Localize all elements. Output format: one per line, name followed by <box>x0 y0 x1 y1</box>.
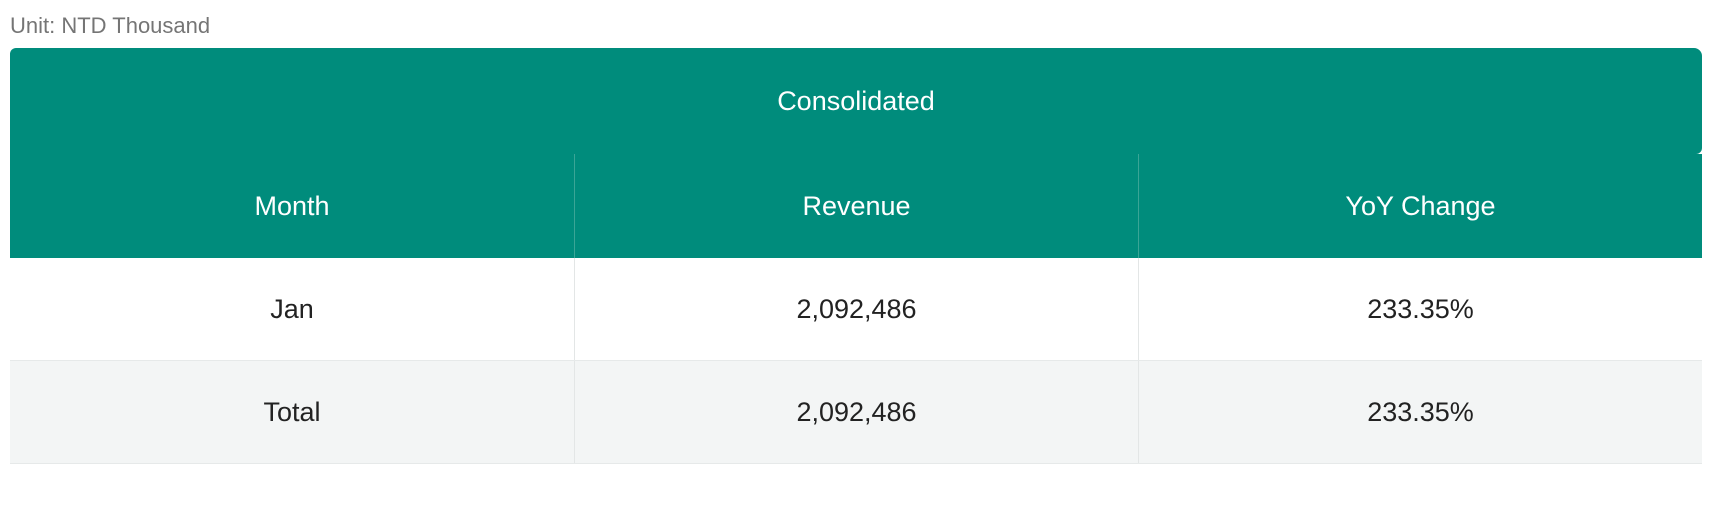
column-header-revenue: Revenue <box>574 154 1138 258</box>
table-row-total: Total 2,092,486 233.35% <box>10 361 1702 464</box>
revenue-table: Consolidated Month Revenue YoY Change Ja… <box>10 48 1702 464</box>
unit-label: Unit: NTD Thousand <box>10 13 211 38</box>
table-group-header: Consolidated <box>10 48 1702 154</box>
cell-month: Total <box>263 396 321 427</box>
cell-yoy-change: 233.35% <box>1138 361 1702 463</box>
cell-yoy-change: 233.35% <box>1138 258 1702 360</box>
table-header-row: Month Revenue YoY Change <box>10 154 1702 258</box>
cell-revenue: 2,092,486 <box>574 258 1138 360</box>
cell-month: Jan <box>270 293 314 324</box>
column-header-yoy-change: YoY Change <box>1138 154 1702 258</box>
table-row: Jan 2,092,486 233.35% <box>10 258 1702 361</box>
column-header-month: Month <box>254 190 330 221</box>
cell-revenue: 2,092,486 <box>574 361 1138 463</box>
